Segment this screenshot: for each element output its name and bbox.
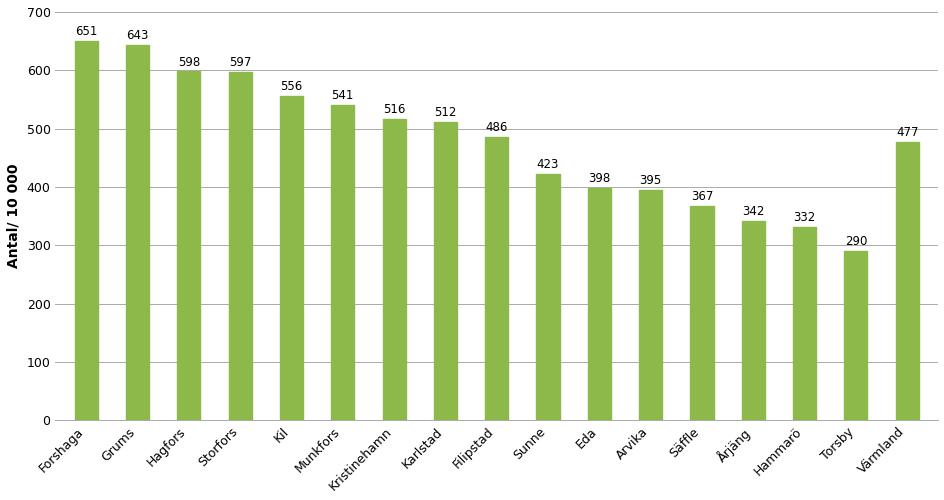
Bar	[895, 142, 918, 420]
Bar	[228, 72, 251, 420]
Text: 651: 651	[75, 24, 97, 38]
Text: 597: 597	[228, 56, 251, 69]
Bar	[382, 120, 405, 420]
Bar	[330, 104, 354, 420]
Bar	[638, 190, 662, 420]
Bar	[844, 251, 867, 420]
Text: 598: 598	[177, 56, 200, 68]
Bar	[536, 174, 559, 420]
Bar	[177, 72, 200, 420]
Text: 516: 516	[382, 104, 405, 117]
Bar	[587, 188, 610, 420]
Text: 332: 332	[793, 211, 815, 224]
Text: 541: 541	[331, 89, 354, 102]
Y-axis label: Antal/ 10 000: Antal/ 10 000	[7, 164, 21, 268]
Text: 512: 512	[433, 106, 456, 118]
Text: 556: 556	[280, 80, 302, 93]
Text: 342: 342	[741, 205, 764, 218]
Bar	[484, 137, 508, 420]
Text: 367: 367	[690, 190, 713, 203]
Text: 643: 643	[126, 30, 148, 43]
Bar	[279, 96, 303, 420]
Bar	[75, 40, 97, 420]
Text: 423: 423	[536, 158, 559, 170]
Text: 486: 486	[485, 121, 507, 134]
Bar	[792, 226, 816, 420]
Text: 395: 395	[639, 174, 661, 187]
Text: 477: 477	[895, 126, 918, 139]
Bar	[690, 206, 713, 420]
Text: 290: 290	[844, 236, 867, 248]
Bar	[741, 221, 764, 420]
Text: 398: 398	[587, 172, 610, 185]
Bar	[126, 45, 149, 420]
Bar	[433, 122, 457, 420]
